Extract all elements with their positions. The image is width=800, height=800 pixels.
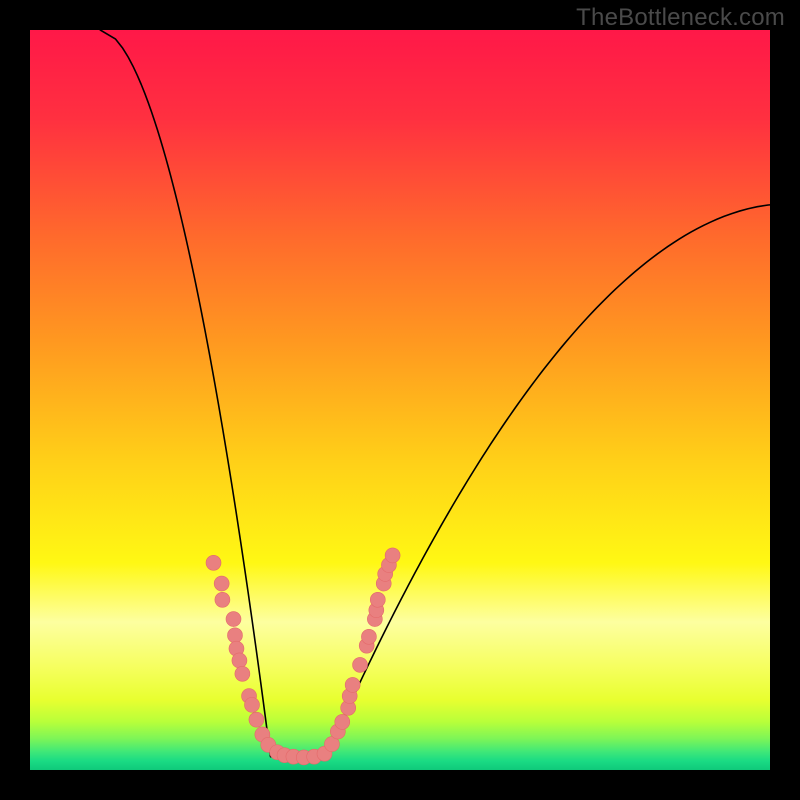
marker-dot	[235, 666, 250, 681]
marker-dot	[385, 548, 400, 563]
marker-dot	[345, 677, 360, 692]
marker-dot	[370, 592, 385, 607]
marker-dot	[226, 612, 241, 627]
watermark-text: TheBottleneck.com	[576, 4, 785, 32]
marker-dot	[227, 628, 242, 643]
marker-dot	[361, 629, 376, 644]
marker-dot	[245, 697, 260, 712]
marker-dot	[214, 576, 229, 591]
marker-dot	[249, 712, 264, 727]
bottleneck-chart	[30, 30, 770, 770]
marker-dot	[353, 657, 368, 672]
marker-dot	[215, 592, 230, 607]
marker-dot	[206, 555, 221, 570]
chart-stage: TheBottleneck.com	[0, 0, 800, 800]
gradient-background	[30, 30, 770, 770]
marker-dot	[232, 653, 247, 668]
marker-dot	[335, 714, 350, 729]
